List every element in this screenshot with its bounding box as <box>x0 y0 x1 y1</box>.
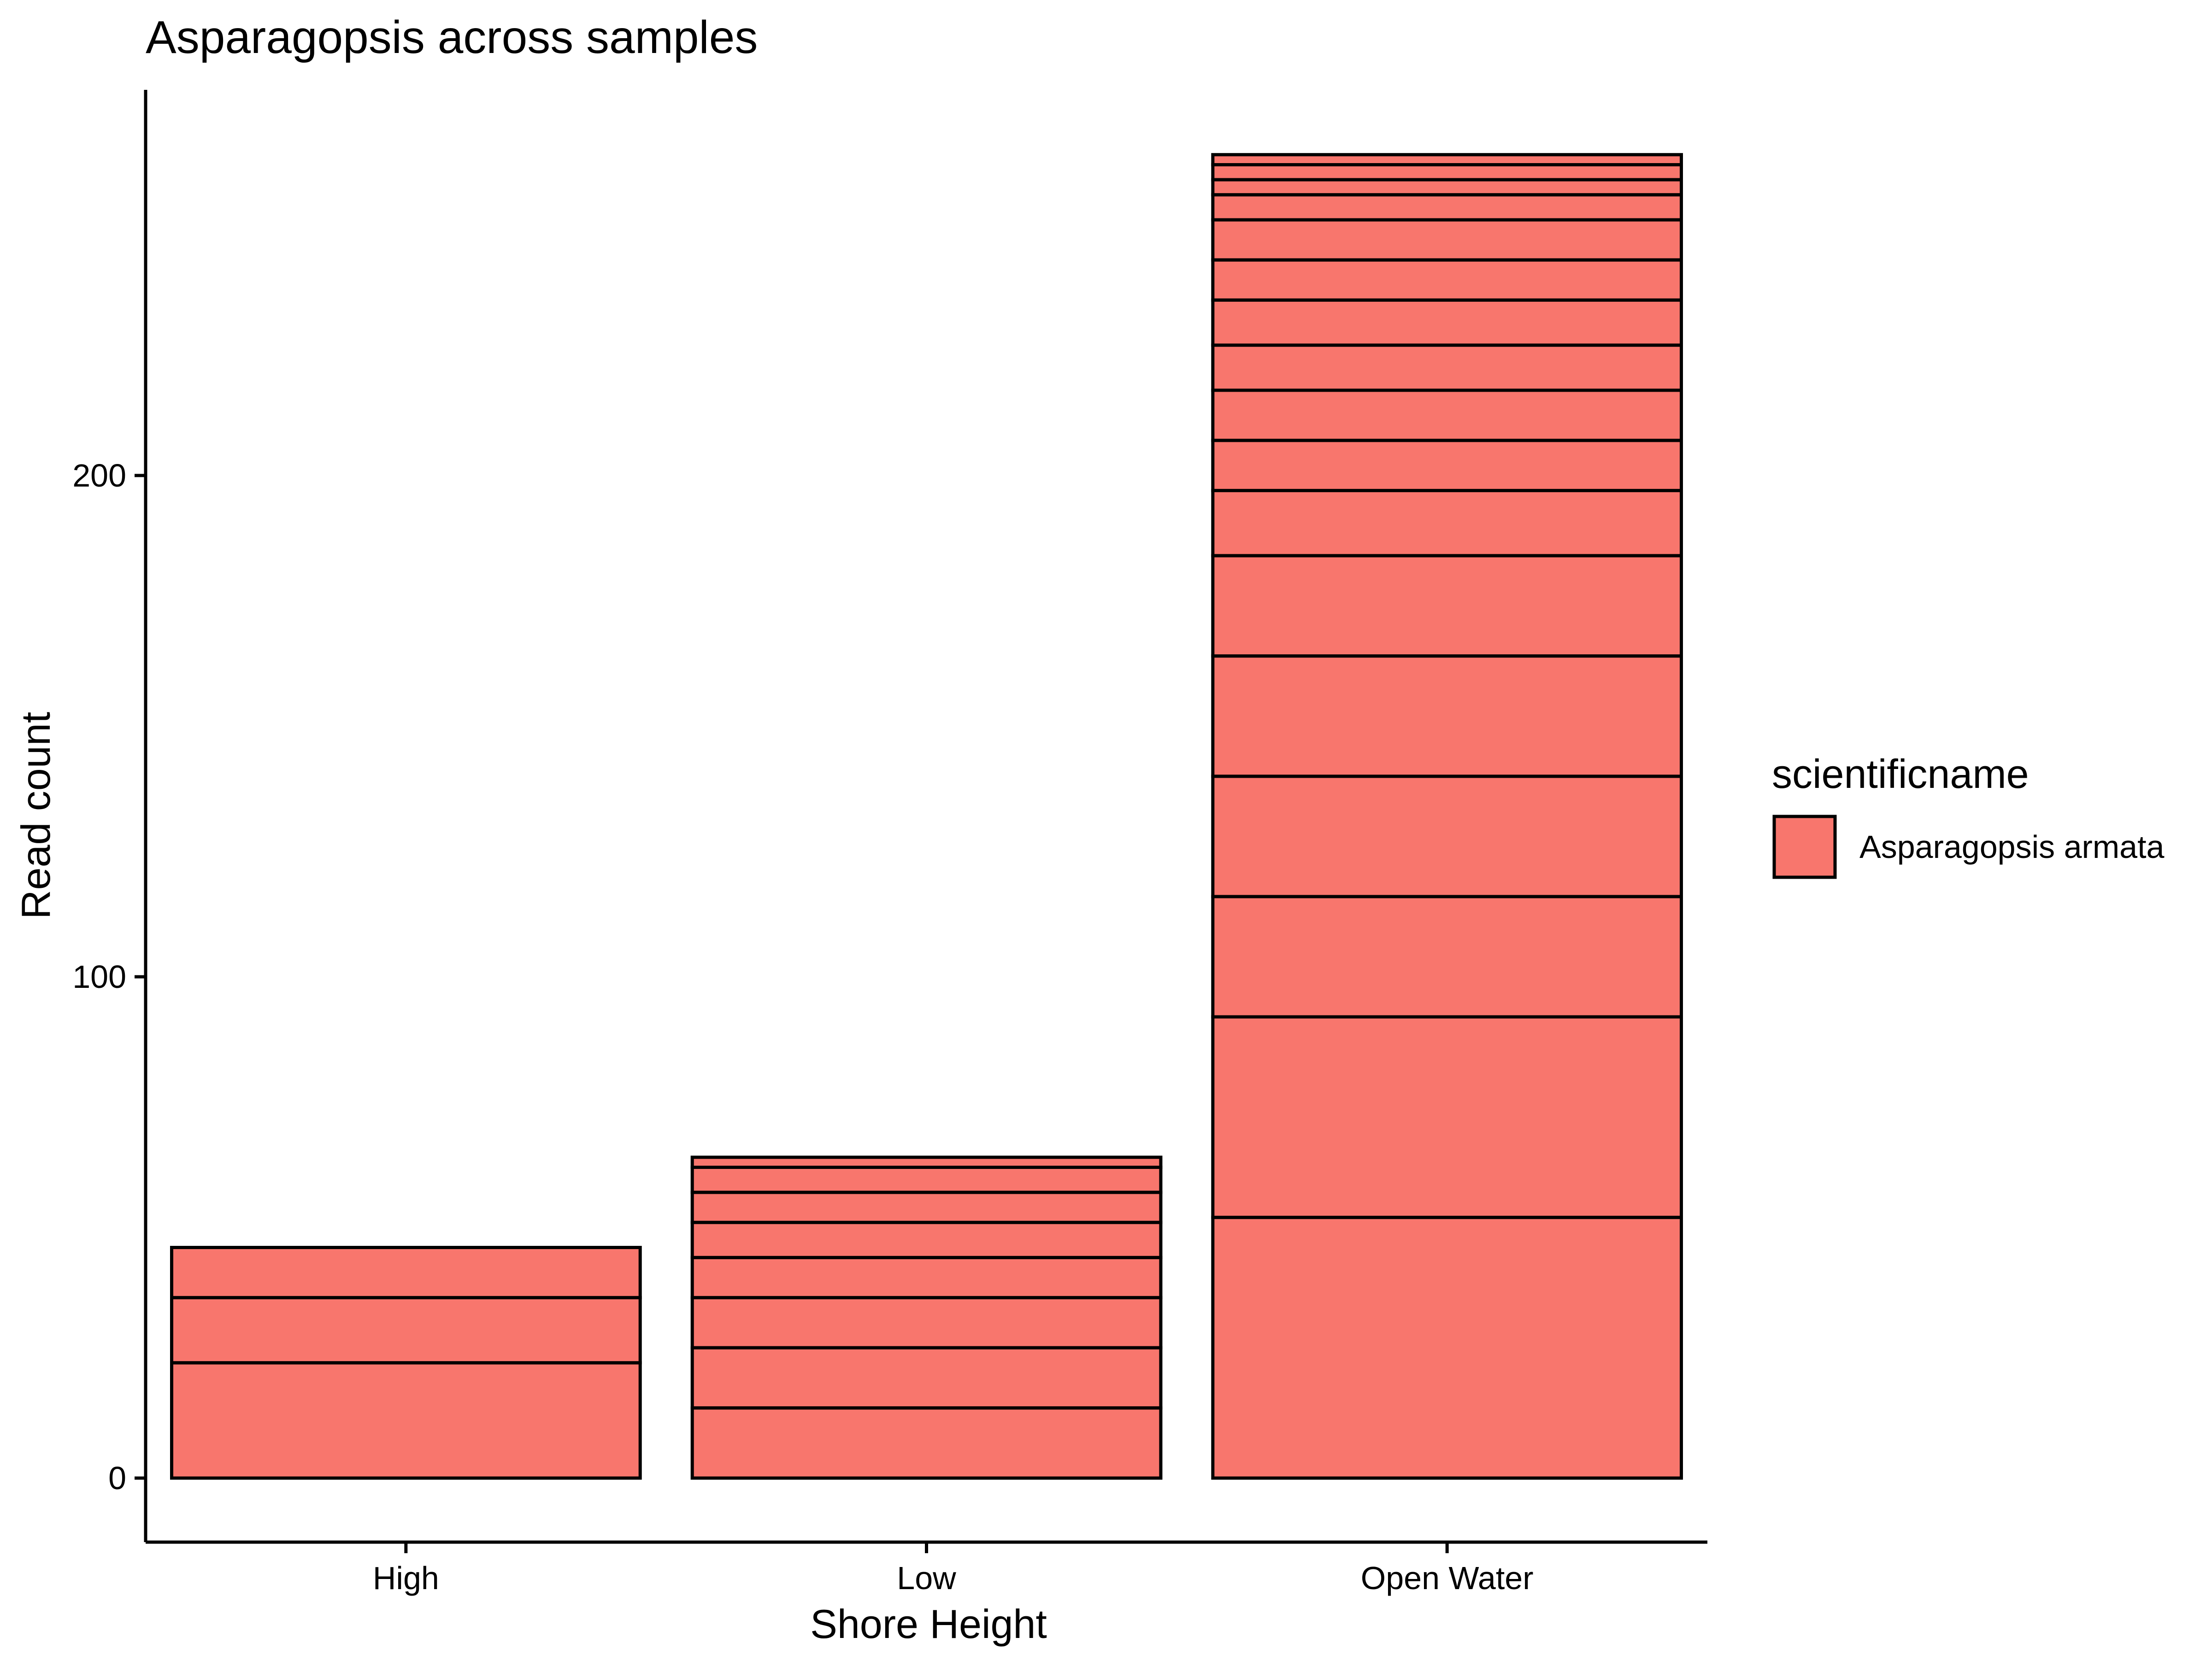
bar-segment-1-3 <box>690 1256 1163 1299</box>
bar-segment-2-9 <box>1211 343 1683 392</box>
x-axis-title: Shore Height <box>810 1601 1047 1647</box>
bar-segment-2-11 <box>1211 258 1683 302</box>
bar-segment-2-15 <box>1211 163 1683 182</box>
y-tick-label: 100 <box>72 959 126 995</box>
x-tick-label: Open Water <box>1361 1560 1534 1596</box>
chart-title: Asparagopsis across samples <box>146 12 758 63</box>
bar-segment-2-3 <box>1211 775 1683 898</box>
bar-segment-2-5 <box>1211 554 1683 658</box>
y-tick-label: 0 <box>108 1460 126 1496</box>
bar-segment-2-0 <box>1211 1215 1683 1480</box>
legend: scientificname Asparagopsis armata <box>1772 751 2165 879</box>
bar-segment-2-4 <box>1211 654 1683 778</box>
y-axis-title: Read count <box>13 712 59 919</box>
bar-segment-2-2 <box>1211 895 1683 1019</box>
bar-segment-1-5 <box>690 1191 1163 1224</box>
bar-segment-2-1 <box>1211 1015 1683 1219</box>
bar-segment-1-4 <box>690 1221 1163 1259</box>
x-tick-label: Low <box>897 1560 956 1596</box>
x-tick-label: High <box>373 1560 439 1596</box>
legend-swatch <box>1772 815 1837 879</box>
bar-segment-0-2 <box>170 1246 642 1299</box>
bar-segment-2-8 <box>1211 388 1683 442</box>
bar-segment-1-6 <box>690 1165 1163 1194</box>
bar-segment-2-7 <box>1211 439 1683 493</box>
bar-segment-1-1 <box>690 1346 1163 1410</box>
bar-segment-1-2 <box>690 1296 1163 1350</box>
bar-segment-2-14 <box>1211 178 1683 197</box>
bar-segment-2-10 <box>1211 298 1683 347</box>
bar-segment-0-0 <box>170 1361 642 1480</box>
bar-segment-0-1 <box>170 1296 642 1365</box>
bar-segment-2-12 <box>1211 218 1683 262</box>
bar-segment-2-16 <box>1211 153 1683 167</box>
legend-label: Asparagopsis armata <box>1859 829 2165 865</box>
bar-segment-1-7 <box>690 1156 1163 1169</box>
bar-segment-1-0 <box>690 1406 1163 1480</box>
bar-segment-2-13 <box>1211 193 1683 222</box>
legend-title: scientificname <box>1772 751 2029 797</box>
bars-layer <box>170 153 1683 1480</box>
axes-layer: 0 100 200 High Low Open Water <box>72 90 1707 1596</box>
bar-segment-2-6 <box>1211 489 1683 558</box>
y-tick-label: 200 <box>72 458 126 493</box>
